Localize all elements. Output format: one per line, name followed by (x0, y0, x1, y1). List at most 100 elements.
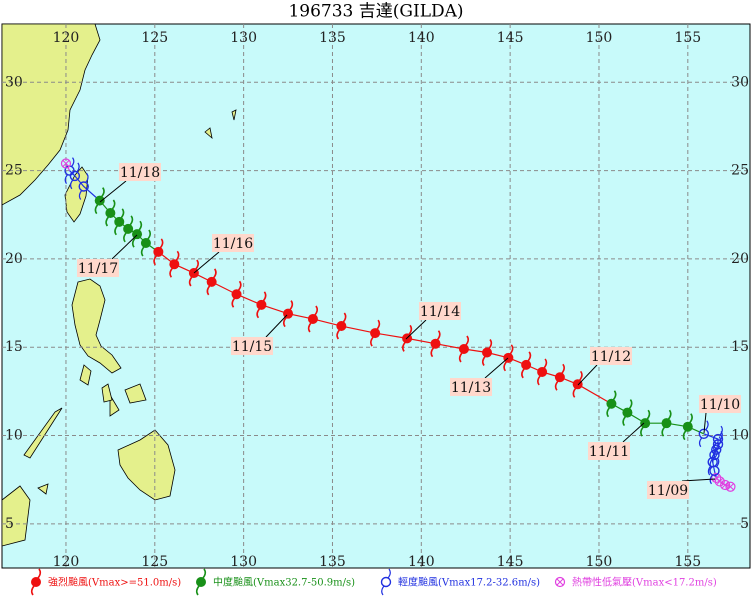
marker-tail (336, 312, 347, 340)
label-box (699, 395, 741, 413)
leader-line (703, 412, 707, 434)
legend-icon (196, 577, 206, 587)
track-point (711, 444, 722, 455)
lat-label: 10 (731, 428, 749, 444)
date-label: 11/18 (120, 165, 160, 181)
marker-tail (402, 324, 413, 352)
marker-cross (556, 578, 564, 586)
label-box (450, 378, 492, 396)
track-point (231, 289, 242, 300)
track-point (682, 421, 693, 432)
marker-cross (62, 160, 70, 167)
track-point (336, 321, 347, 332)
marker-tail (503, 344, 514, 372)
lon-label: 125 (141, 30, 168, 46)
lon-label: 130 (230, 554, 257, 570)
lon-label: 150 (586, 30, 613, 46)
leader-line (193, 251, 220, 274)
title: 196733 吉達(GILDA) (288, 2, 463, 22)
track-point (714, 476, 725, 487)
marker-tail (188, 259, 199, 287)
marker-tail (140, 229, 151, 257)
date-label: 11/13 (451, 380, 491, 396)
leader-line (484, 357, 509, 379)
legend-label: 強烈颱風(Vmax>=51.0m/s) (48, 576, 181, 589)
lon-label: 150 (586, 554, 613, 570)
sea (1, 23, 751, 569)
lat-label: 30 (5, 74, 23, 90)
track-point (206, 276, 217, 287)
marker-tail (370, 319, 381, 347)
track-point (307, 313, 318, 324)
track-point (482, 347, 493, 358)
date-label: 11/11 (589, 444, 629, 460)
marker-tail (169, 250, 180, 278)
marker-tail (537, 358, 548, 386)
track-point (370, 328, 381, 339)
track-point (711, 472, 722, 484)
track-point (606, 398, 617, 409)
marker-tail (554, 363, 565, 391)
leader-line (405, 319, 427, 340)
lon-label: 155 (674, 30, 701, 46)
track-point (725, 481, 736, 492)
track (60, 157, 736, 492)
legend-icon (554, 576, 566, 588)
marker-tail (64, 157, 75, 184)
marker-tail (640, 409, 651, 437)
date-label: 11/09 (648, 483, 688, 499)
track-point (153, 246, 164, 257)
lat-label: 15 (731, 339, 749, 355)
track-point (105, 207, 116, 218)
marker-tail (521, 351, 532, 379)
date-label: 11/12 (591, 349, 631, 365)
leader-line (622, 422, 645, 443)
lat-label: 25 (731, 163, 749, 179)
lon-label: 135 (319, 30, 346, 46)
label-box (588, 442, 630, 460)
lat-label: 15 (5, 339, 23, 355)
lat-label: 30 (731, 74, 749, 90)
marker-tail (78, 173, 89, 200)
lon-label: 135 (319, 554, 346, 570)
lat-label: 10 (5, 428, 23, 444)
marker-tail (622, 399, 633, 427)
marker-tail (430, 330, 441, 358)
track-point (140, 238, 151, 249)
track-point (94, 195, 105, 206)
leader-line (99, 180, 127, 203)
marker-tail (572, 370, 583, 398)
lat-label: 5 (740, 516, 749, 532)
lon-label: 145 (497, 554, 524, 570)
legend-label: 中度颱風(Vmax32.7-50.9m/s) (213, 576, 355, 589)
lon-label: 130 (230, 30, 257, 46)
track-point (458, 343, 469, 354)
track-point (640, 418, 651, 429)
date-label: 11/14 (420, 304, 460, 320)
lon-label: 140 (408, 554, 435, 570)
leader-line (111, 234, 138, 260)
marker-tail (381, 568, 391, 596)
label-box (77, 259, 119, 277)
grid: 120 120 125 125 130 130 135 135 140 140 145 145 150 1… (2, 24, 750, 570)
marker-tail (69, 162, 80, 190)
marker-tail (307, 305, 318, 333)
track-point (720, 479, 731, 491)
track-point (712, 433, 724, 445)
marker-tail (195, 568, 207, 596)
track-point (537, 366, 548, 377)
marker-tail (206, 268, 217, 296)
marker-tail (682, 413, 693, 441)
lon-label: 120 (53, 554, 80, 570)
track-line (69, 170, 101, 202)
marker-tail (153, 238, 164, 266)
track-point (78, 181, 89, 192)
lat-label: 25 (5, 163, 23, 179)
marker-tail (713, 425, 723, 453)
track-point (169, 259, 180, 270)
legend-label: 熱帶性低氣壓(Vmax<17.2m/s) (572, 576, 717, 589)
lon-label: 125 (141, 554, 168, 570)
lon-label: 140 (408, 30, 435, 46)
date-label: 11/17 (78, 261, 118, 277)
